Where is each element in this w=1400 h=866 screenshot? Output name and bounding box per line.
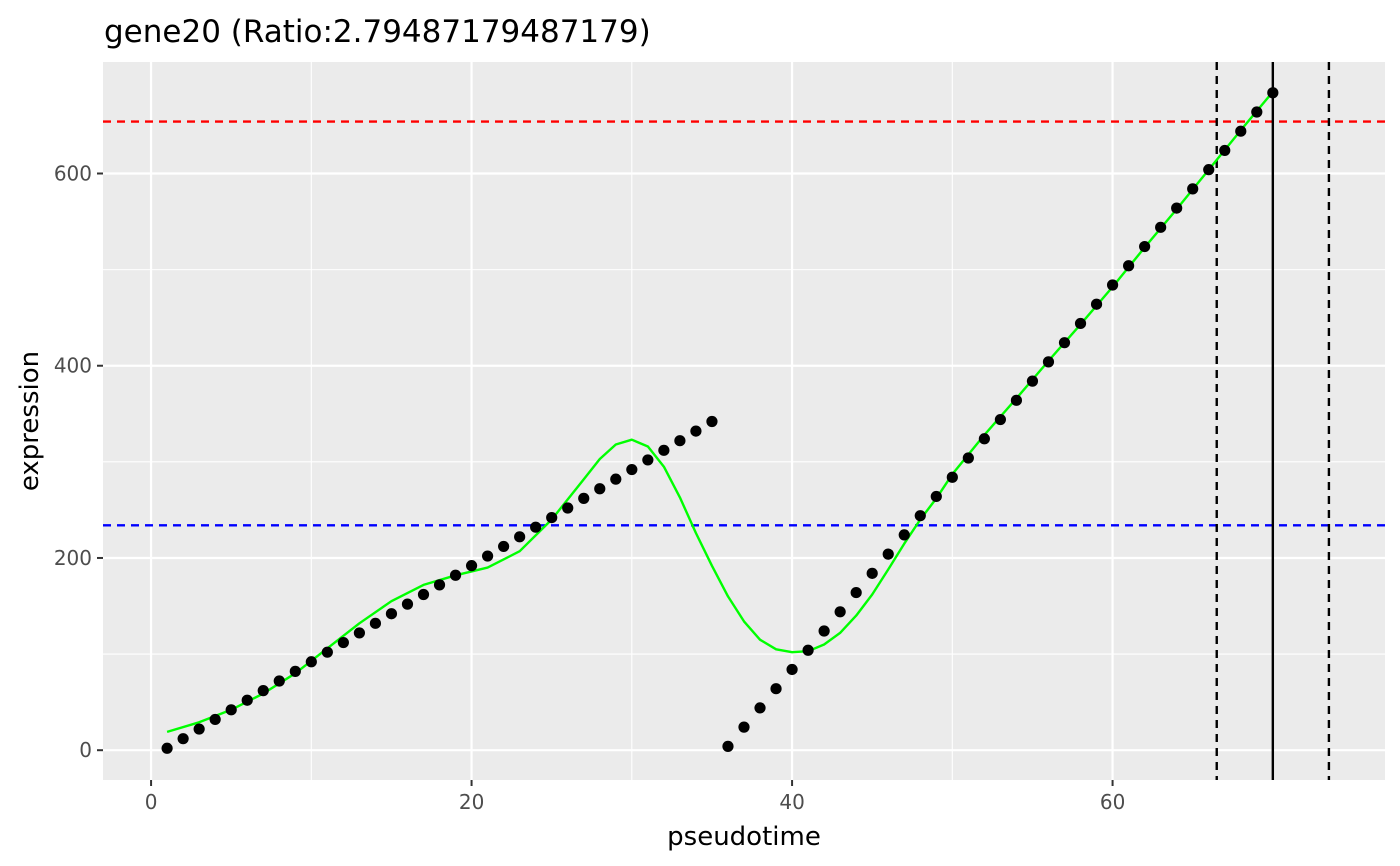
data-point <box>546 511 558 524</box>
data-point <box>498 540 510 553</box>
data-point <box>385 608 398 620</box>
data-point <box>289 665 301 677</box>
data-point <box>610 473 622 485</box>
data-point <box>369 617 382 629</box>
data-point <box>978 433 990 445</box>
data-point <box>1139 240 1151 253</box>
data-point <box>1058 337 1071 349</box>
data-point <box>1090 298 1103 310</box>
data-point <box>914 510 926 522</box>
data-point <box>353 627 365 639</box>
data-point <box>834 606 846 618</box>
data-point <box>722 740 734 752</box>
data-point <box>177 733 189 745</box>
data-point <box>626 463 638 476</box>
data-point <box>337 636 349 649</box>
data-point <box>401 598 414 610</box>
data-point <box>1203 164 1215 176</box>
data-point <box>770 683 782 695</box>
data-point <box>1123 260 1135 272</box>
y-axis-title: expression <box>15 351 45 491</box>
data-point <box>802 644 814 656</box>
data-point <box>1187 183 1199 195</box>
data-point <box>562 502 574 514</box>
data-point <box>674 435 686 447</box>
reference-lines <box>103 62 1385 780</box>
data-point <box>946 471 958 483</box>
data-point <box>642 454 654 466</box>
y-tick-label: 0 <box>79 738 92 762</box>
data-point <box>417 588 430 601</box>
data-point <box>161 742 173 754</box>
x-axis-ticks: 0 20 40 60 <box>145 780 1125 814</box>
data-point <box>738 721 750 733</box>
data-point <box>305 656 317 668</box>
data-point <box>658 444 670 456</box>
data-point <box>465 560 478 572</box>
major-gridlines <box>103 62 1385 780</box>
data-point <box>578 492 590 504</box>
data-point <box>866 567 878 579</box>
data-point <box>273 675 285 687</box>
data-point <box>1042 356 1055 368</box>
data-point <box>786 663 798 676</box>
data-point <box>754 702 766 714</box>
data-point <box>530 521 542 533</box>
data-point <box>1155 221 1167 233</box>
data-point <box>225 704 237 716</box>
x-tick-label: 0 <box>145 790 158 814</box>
data-point <box>1235 125 1247 137</box>
data-point <box>898 529 910 541</box>
data-point <box>994 413 1007 426</box>
y-tick-label: 200 <box>54 546 92 570</box>
data-point <box>1026 375 1039 387</box>
data-point <box>482 550 494 562</box>
fit-line <box>166 91 1274 734</box>
data-point <box>1106 279 1119 291</box>
data-point <box>241 694 253 706</box>
x-tick-label: 20 <box>459 790 484 814</box>
y-axis-ticks: 0 200 400 600 <box>54 161 103 762</box>
data-point <box>209 713 221 726</box>
data-point <box>706 415 718 428</box>
y-tick-label: 400 <box>54 354 92 378</box>
data-point <box>449 569 462 581</box>
data-point <box>1251 106 1263 118</box>
x-tick-label: 40 <box>779 790 804 814</box>
data-point <box>930 490 942 503</box>
data-point <box>882 548 894 560</box>
data-point <box>433 579 446 591</box>
data-points <box>161 87 1279 754</box>
data-point <box>1219 144 1231 157</box>
data-point <box>1074 317 1087 330</box>
data-point <box>1267 87 1279 99</box>
data-point <box>257 685 269 697</box>
x-axis-title: pseudotime <box>667 822 821 852</box>
x-tick-label: 60 <box>1100 790 1125 814</box>
data-point <box>594 483 606 495</box>
y-tick-label: 600 <box>54 161 92 185</box>
data-point <box>818 625 830 637</box>
data-point <box>514 531 526 543</box>
data-point <box>690 425 702 437</box>
data-point <box>1171 202 1183 214</box>
fit-line-group <box>166 91 1274 734</box>
data-point <box>962 452 974 464</box>
data-point <box>321 646 333 658</box>
minor-gridlines <box>103 62 1385 780</box>
data-point <box>193 723 205 735</box>
data-point <box>850 586 862 599</box>
chart-title: gene20 (Ratio:2.79487179487179) <box>104 14 651 50</box>
data-point <box>1010 394 1023 406</box>
